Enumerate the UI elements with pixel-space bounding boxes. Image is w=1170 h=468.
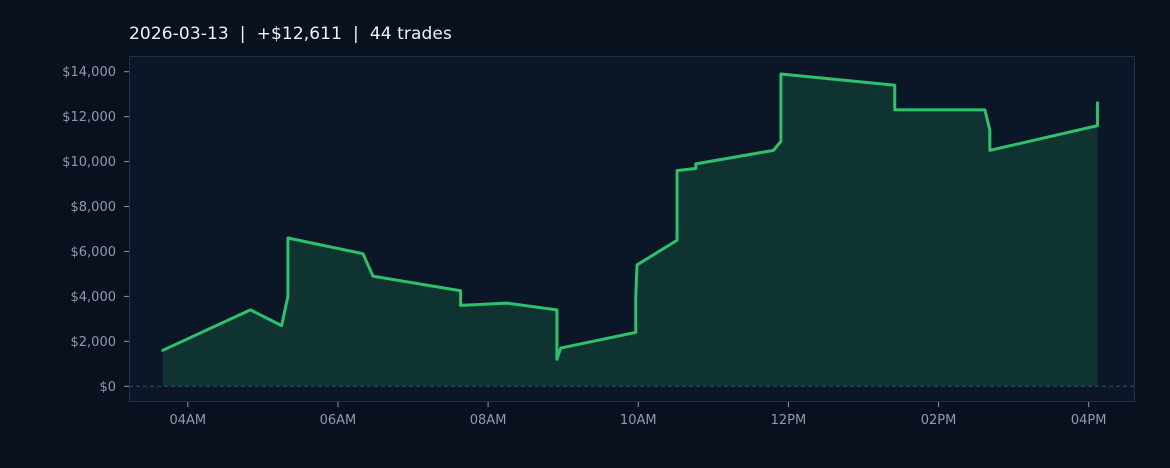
y-tick-label: $10,000 [62,155,116,170]
x-tick-label: 10AM [620,413,657,428]
x-tick-label: 02PM [921,413,957,428]
x-tick-label: 06AM [320,413,357,428]
y-tick-label: $12,000 [62,110,116,125]
area-fill [162,73,1098,387]
x-tick-label: 08AM [470,413,507,428]
x-tick-label: 12PM [771,413,807,428]
chart-title: 2026-03-13 | +$12,611 | 44 trades [129,24,452,44]
y-tick-label: $14,000 [62,65,116,80]
y-tick-label: $4,000 [71,290,117,305]
pnl-line [161,72,1099,361]
x-tick-label: 04AM [169,413,206,428]
plot-frame [129,56,1135,402]
y-tick-label: $0 [99,380,116,395]
y-tick-label: $8,000 [71,200,117,215]
x-tick-label: 04PM [1071,413,1107,428]
y-tick-label: $6,000 [71,245,117,260]
y-tick-label: $2,000 [71,335,117,350]
